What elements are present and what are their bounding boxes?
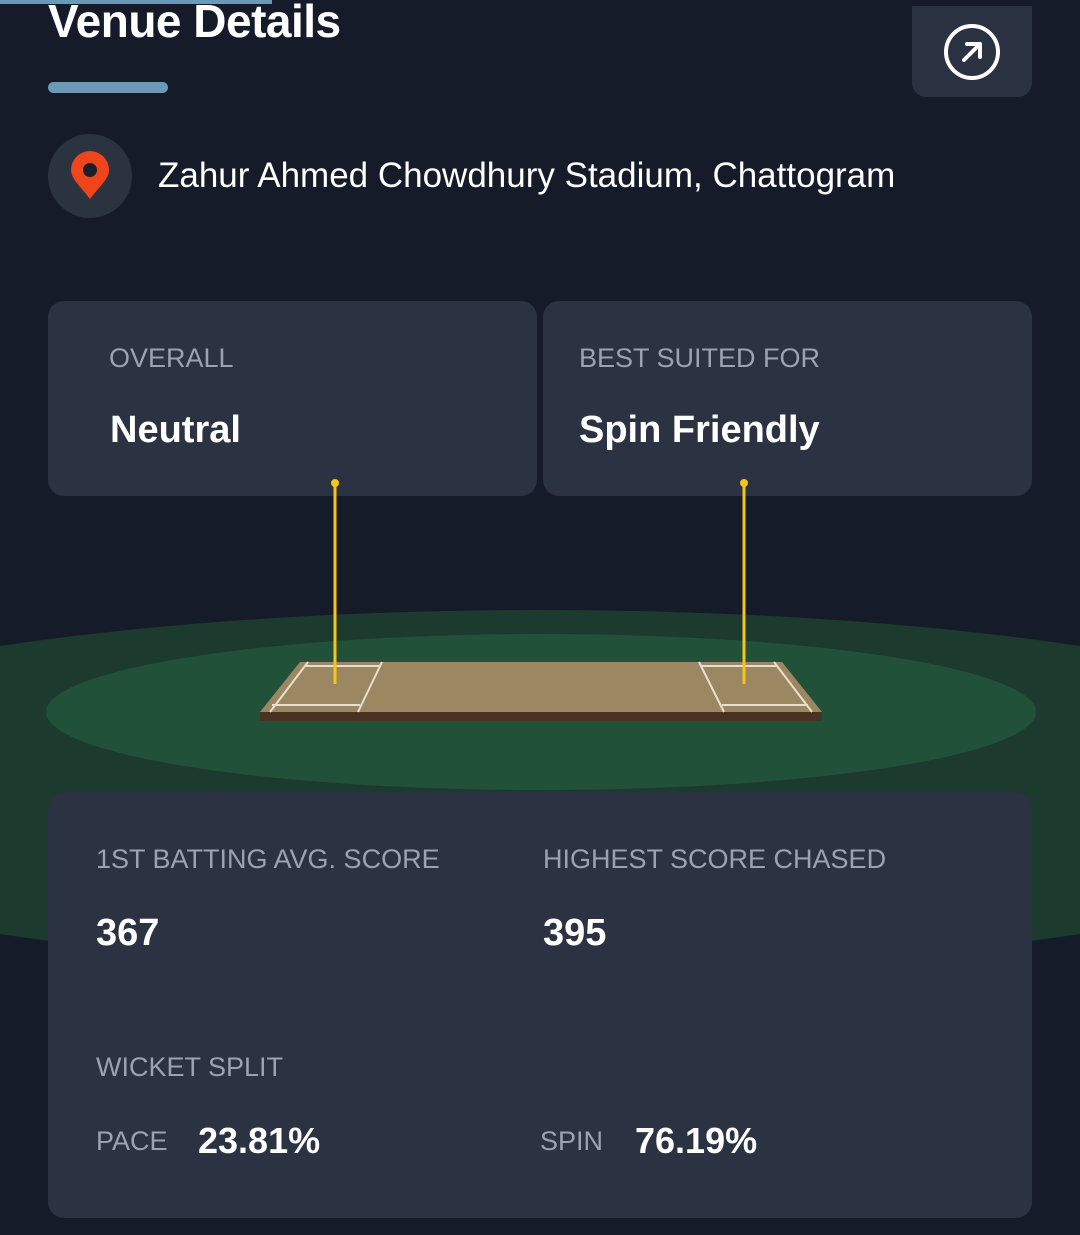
crease-lines	[269, 661, 813, 713]
arrow-up-right-circle-icon	[944, 23, 1000, 80]
spin-label: SPIN	[540, 1126, 604, 1156]
pace-value: 23.81%	[198, 1120, 321, 1161]
map-pin-icon	[71, 151, 109, 199]
stats-card: 1ST BATTING AVG. SCORE 367 HIGHEST SCORE…	[48, 792, 1032, 1218]
best-suited-card: BEST SUITED FOR Spin Friendly	[543, 301, 1032, 496]
top-accent-line	[0, 0, 272, 4]
pace-label: PACE	[96, 1126, 168, 1156]
overall-card: OVERALL Neutral	[48, 301, 537, 496]
highest-chased-value: 395	[543, 912, 607, 954]
venue-name: Zahur Ahmed Chowdhury Stadium, Chattogra…	[158, 156, 896, 195]
best-suited-value: Spin Friendly	[579, 409, 820, 451]
best-suited-label: BEST SUITED FOR	[579, 343, 821, 373]
overall-label: OVERALL	[109, 343, 234, 373]
location-badge	[48, 134, 132, 218]
highest-chased-label: HIGHEST SCORE CHASED	[543, 844, 887, 874]
wicket-split-label: WICKET SPLIT	[96, 1052, 284, 1082]
pitch-surface	[260, 662, 822, 712]
spin-value: 76.19%	[635, 1120, 758, 1161]
first-batting-avg-value: 367	[96, 912, 160, 954]
page-title: Venue Details	[48, 0, 341, 47]
overall-value: Neutral	[110, 409, 241, 451]
external-link-button[interactable]	[912, 6, 1032, 97]
pitch-edge	[260, 712, 822, 721]
title-underline	[48, 82, 168, 93]
first-batting-avg-label: 1ST BATTING AVG. SCORE	[96, 844, 440, 874]
